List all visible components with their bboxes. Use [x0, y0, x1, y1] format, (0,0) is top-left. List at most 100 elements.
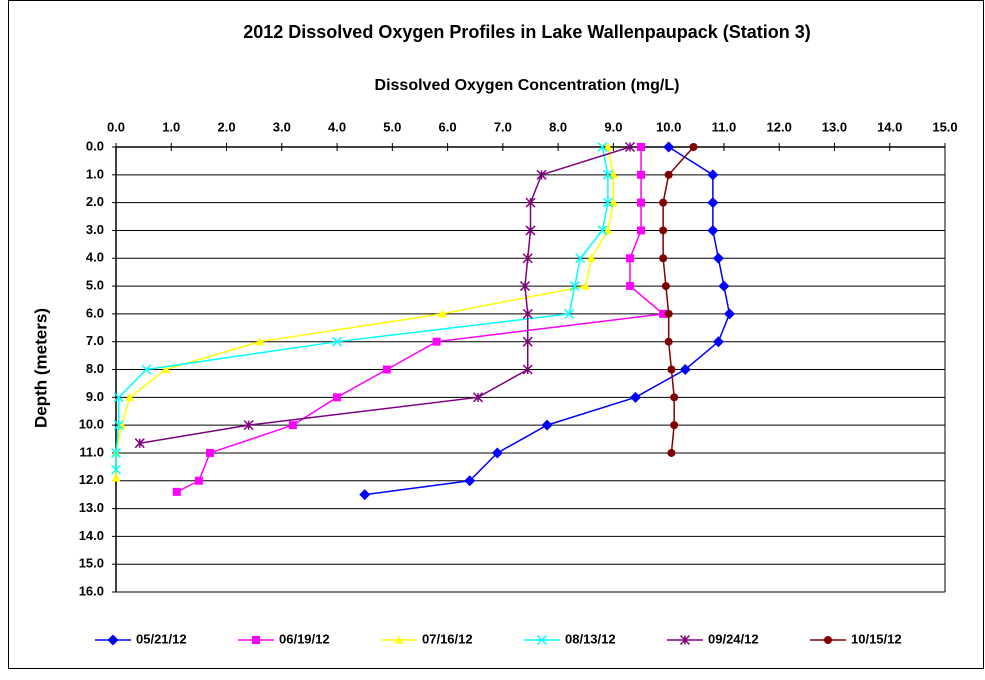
- marker: [522, 308, 533, 319]
- marker: [661, 282, 670, 291]
- marker: [659, 198, 668, 207]
- marker: [659, 254, 668, 263]
- x-tick-label: 11.0: [712, 119, 737, 134]
- x-tick-label: 1.0: [162, 119, 180, 134]
- marker: [161, 365, 171, 373]
- y-tick-label: 2.0: [86, 194, 104, 209]
- legend-label: 09/24/12: [708, 631, 759, 646]
- marker: [519, 281, 531, 292]
- marker: [624, 141, 636, 153]
- series-line: [364, 146, 731, 496]
- y-tick-label: 6.0: [86, 305, 104, 320]
- y-tick-label: 15.0: [79, 556, 104, 571]
- marker: [432, 337, 441, 346]
- marker: [608, 198, 618, 207]
- marker: [110, 464, 122, 475]
- marker: [522, 364, 533, 375]
- x-tick-label: 8.0: [549, 119, 567, 134]
- marker: [194, 476, 203, 485]
- marker: [125, 392, 135, 401]
- marker: [603, 225, 613, 234]
- y-tick-label: 12.0: [79, 472, 104, 487]
- marker: [707, 197, 719, 209]
- marker: [608, 170, 618, 179]
- marker: [603, 142, 613, 151]
- y-tick-label: 5.0: [86, 278, 104, 293]
- marker: [824, 636, 832, 644]
- chart-title: 2012 Dissolved Oxygen Profiles in Lake W…: [243, 22, 811, 42]
- marker: [664, 337, 673, 346]
- marker: [359, 489, 371, 501]
- marker: [664, 309, 673, 318]
- chart-frame: [8, 0, 984, 669]
- marker: [659, 309, 668, 318]
- y-tick-label: 3.0: [86, 222, 104, 237]
- y-tick-label: 11.0: [79, 444, 104, 459]
- x-tick-label: 9.0: [604, 119, 622, 134]
- marker: [664, 170, 673, 179]
- x-tick-label: 6.0: [439, 119, 457, 134]
- marker: [382, 365, 391, 374]
- marker: [597, 225, 608, 236]
- x-tick-label: 5.0: [383, 119, 401, 134]
- x-tick-label: 13.0: [822, 119, 847, 134]
- marker: [679, 634, 691, 646]
- marker: [243, 420, 254, 431]
- marker: [670, 393, 679, 402]
- marker: [667, 365, 676, 374]
- marker: [252, 636, 260, 644]
- marker: [581, 281, 591, 290]
- marker: [332, 336, 343, 347]
- y-tick-label: 13.0: [79, 500, 104, 515]
- y-tick-label: 14.0: [79, 528, 104, 543]
- marker: [111, 473, 121, 482]
- y-tick-label: 4.0: [86, 250, 104, 265]
- marker: [659, 226, 668, 235]
- marker: [464, 475, 476, 487]
- series-line: [139, 146, 631, 444]
- legend-label: 06/19/12: [279, 631, 330, 646]
- marker: [667, 448, 676, 457]
- legend-label: 07/16/12: [422, 631, 473, 646]
- marker: [637, 226, 646, 235]
- marker: [522, 253, 533, 264]
- marker: [333, 393, 342, 402]
- marker: [394, 635, 404, 644]
- marker: [437, 309, 447, 318]
- marker: [288, 421, 297, 430]
- marker: [522, 336, 533, 347]
- marker: [110, 447, 122, 458]
- marker: [541, 419, 553, 431]
- marker: [630, 391, 642, 403]
- marker: [564, 308, 575, 319]
- marker: [536, 169, 547, 180]
- y-tick-label: 0.0: [86, 138, 104, 153]
- series-line: [662, 146, 695, 454]
- marker: [141, 364, 152, 375]
- marker: [586, 253, 596, 262]
- y-tick-label: 7.0: [86, 333, 104, 348]
- series-line: [176, 147, 665, 493]
- marker: [602, 197, 613, 208]
- x-tick-label: 0.0: [107, 119, 125, 134]
- marker: [525, 197, 536, 208]
- x-tick-label: 7.0: [494, 119, 512, 134]
- marker: [113, 420, 124, 431]
- marker: [597, 141, 608, 153]
- legend-label: 10/15/12: [851, 631, 902, 646]
- x-tick-label: 14.0: [877, 119, 902, 134]
- marker: [637, 143, 646, 151]
- x-axis-label: Dissolved Oxygen Concentration (mg/L): [375, 77, 680, 94]
- marker: [625, 254, 634, 263]
- marker: [625, 282, 634, 291]
- marker: [637, 198, 646, 207]
- y-tick-label: 10.0: [79, 417, 104, 432]
- marker: [525, 225, 536, 236]
- y-tick-label: 9.0: [86, 389, 104, 404]
- x-tick-label: 2.0: [217, 119, 235, 134]
- marker: [255, 337, 265, 346]
- y-tick-label: 1.0: [86, 166, 104, 181]
- x-tick-label: 4.0: [328, 119, 346, 134]
- marker: [113, 392, 124, 403]
